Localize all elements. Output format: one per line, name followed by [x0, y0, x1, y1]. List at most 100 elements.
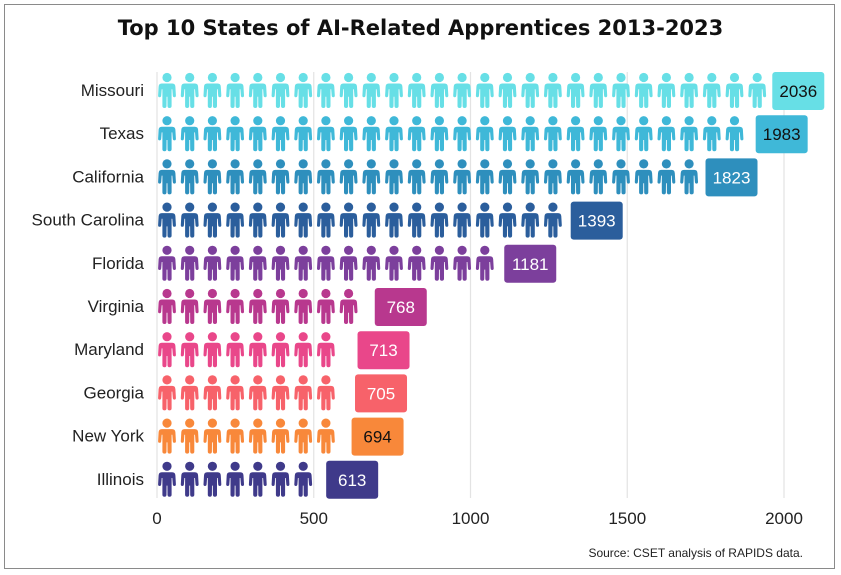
- person-icon: [316, 72, 335, 108]
- person-icon: [612, 116, 630, 152]
- person-icon: [612, 159, 630, 195]
- value-label-box: [705, 158, 758, 197]
- person-icon: [226, 461, 245, 497]
- person-icon: [407, 202, 426, 238]
- person-icon: [203, 245, 222, 281]
- person-icon: [271, 116, 290, 152]
- person-icon: [702, 116, 721, 152]
- person-icon: [566, 72, 585, 108]
- person-icon: [180, 288, 199, 324]
- person-icon: [248, 116, 267, 152]
- person-icon: [339, 159, 358, 195]
- person-icon: [521, 116, 540, 152]
- person-icon: [339, 288, 358, 324]
- person-icon: [362, 116, 381, 152]
- value-label: 2036: [779, 82, 817, 101]
- person-icon: [158, 375, 176, 411]
- person-icon: [180, 245, 199, 281]
- person-icon: [566, 116, 585, 152]
- person-icon: [657, 72, 676, 108]
- chart-title: Top 10 States of AI-Related Apprentices …: [117, 16, 724, 40]
- category-label: Virginia: [88, 297, 145, 316]
- person-icon: [566, 159, 585, 195]
- value-label-box: [755, 115, 808, 154]
- value-label: 768: [387, 298, 415, 317]
- person-icon: [634, 159, 653, 195]
- person-icon: [543, 202, 562, 238]
- person-icon: [589, 72, 608, 108]
- person-icon: [316, 202, 335, 238]
- person-icon: [271, 461, 290, 497]
- person-icon: [385, 245, 403, 281]
- bar-icons: [158, 418, 335, 454]
- x-tick-label: 0: [152, 509, 161, 528]
- person-icon: [680, 72, 699, 108]
- person-icon: [271, 288, 290, 324]
- person-icon: [248, 332, 267, 368]
- person-icon: [294, 245, 313, 281]
- person-icon: [180, 72, 199, 108]
- person-icon: [294, 375, 313, 411]
- person-icon: [589, 159, 608, 195]
- value-label-box: [326, 460, 379, 499]
- value-label: 1393: [578, 212, 616, 231]
- person-icon: [248, 245, 267, 281]
- person-icon: [475, 202, 494, 238]
- person-icon: [158, 72, 176, 108]
- person-icon: [748, 72, 767, 108]
- bar-icons: [158, 72, 767, 108]
- person-icon: [430, 202, 449, 238]
- person-icon: [158, 332, 176, 368]
- person-icon: [203, 202, 222, 238]
- person-icon: [226, 159, 245, 195]
- person-icon: [203, 288, 222, 324]
- bar-icons: [158, 375, 335, 411]
- person-icon: [589, 116, 608, 152]
- person-icon: [634, 72, 653, 108]
- person-icon: [407, 72, 426, 108]
- person-icon: [475, 159, 494, 195]
- category-label: Illinois: [97, 470, 144, 489]
- person-icon: [385, 159, 403, 195]
- person-icon: [294, 332, 313, 368]
- person-icon: [180, 375, 199, 411]
- person-icon: [158, 202, 176, 238]
- person-icon: [362, 245, 381, 281]
- person-icon: [725, 116, 744, 152]
- person-icon: [430, 116, 449, 152]
- person-icon: [543, 159, 562, 195]
- person-icon: [498, 159, 517, 195]
- person-icon: [430, 72, 449, 108]
- person-icon: [453, 116, 472, 152]
- person-icon: [657, 159, 676, 195]
- person-icon: [180, 202, 199, 238]
- person-icon: [203, 418, 222, 454]
- person-icon: [680, 116, 699, 152]
- category-label: Georgia: [84, 383, 145, 402]
- person-icon: [316, 288, 335, 324]
- person-icon: [158, 245, 176, 281]
- bar-icons: [158, 202, 562, 238]
- category-label: Florida: [92, 254, 145, 273]
- bar-icons: [158, 332, 335, 368]
- category-label: Missouri: [81, 81, 144, 100]
- person-icon: [475, 72, 494, 108]
- value-label: 1181: [512, 255, 549, 274]
- person-icon: [453, 159, 472, 195]
- person-icon: [407, 116, 426, 152]
- value-label: 694: [363, 428, 391, 447]
- bar-icons: [158, 116, 744, 152]
- value-label: 713: [369, 341, 397, 360]
- person-icon: [271, 418, 290, 454]
- person-icon: [294, 461, 313, 497]
- person-icon: [203, 332, 222, 368]
- value-label-box: [374, 288, 427, 326]
- person-icon: [203, 72, 222, 108]
- person-icon: [158, 418, 176, 454]
- person-icon: [248, 202, 267, 238]
- person-icon: [226, 72, 245, 108]
- person-icon: [543, 116, 562, 152]
- person-icon: [362, 202, 381, 238]
- person-icon: [158, 288, 176, 324]
- value-label-box: [355, 374, 408, 413]
